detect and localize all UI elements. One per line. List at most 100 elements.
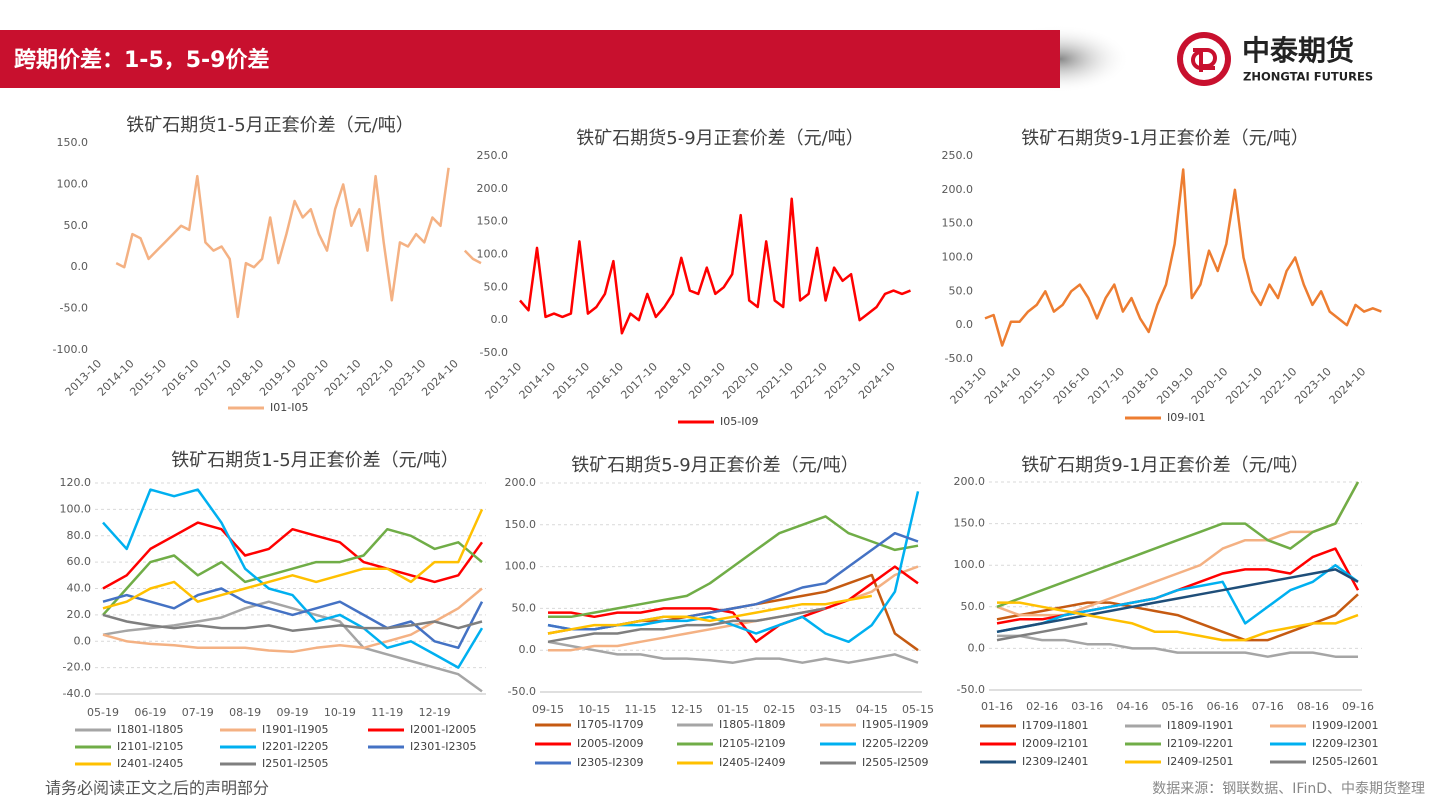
x-tick-label: 2024-10 bbox=[1327, 365, 1369, 407]
series-line bbox=[102, 508, 484, 610]
legend-label: I1909-I2001 bbox=[1312, 719, 1378, 732]
legend-label: I2301-I2305 bbox=[410, 740, 476, 753]
y-tick-label: 50.0 bbox=[512, 601, 537, 614]
legend-label: I1905-I1909 bbox=[862, 718, 928, 731]
series-line bbox=[996, 622, 1088, 642]
y-tick-label: 40.0 bbox=[67, 582, 92, 595]
y-tick-label: 0.0 bbox=[71, 260, 89, 273]
y-tick-label: 250.0 bbox=[477, 149, 509, 162]
x-tick-label: 2018-10 bbox=[652, 360, 694, 402]
data-source: 数据来源：钢联数据、IFinD、中泰期货整理 bbox=[1152, 780, 1425, 797]
x-tick-label: 2021-10 bbox=[1223, 365, 1265, 407]
series-line bbox=[997, 601, 1359, 642]
series-line bbox=[115, 167, 482, 319]
x-tick-label: 10-19 bbox=[324, 706, 356, 719]
y-tick-label: 120.0 bbox=[60, 476, 92, 489]
series-line bbox=[547, 594, 873, 635]
legend-label: I1801-I1805 bbox=[117, 723, 183, 736]
x-tick-label: 04-16 bbox=[1116, 700, 1148, 713]
y-tick-label: 80.0 bbox=[67, 529, 92, 542]
series-line bbox=[984, 168, 1382, 347]
x-tick-label: 01-15 bbox=[717, 703, 749, 716]
y-tick-label: 150.0 bbox=[942, 217, 974, 230]
legend-label: I2305-I2309 bbox=[577, 756, 643, 769]
x-tick-label: 2018-10 bbox=[1120, 365, 1162, 407]
x-tick-label: 2013-10 bbox=[948, 365, 990, 407]
series-line bbox=[547, 531, 919, 631]
x-tick-label: 10-15 bbox=[578, 703, 610, 716]
legend-label: I2401-I2405 bbox=[117, 757, 183, 770]
x-tick-label: 06-16 bbox=[1207, 700, 1239, 713]
x-tick-label: 02-16 bbox=[1026, 700, 1058, 713]
y-tick-label: 20.0 bbox=[67, 608, 92, 621]
y-tick-label: 100.0 bbox=[942, 251, 974, 264]
y-tick-label: -100.0 bbox=[53, 343, 88, 356]
legend-label: I2005-I2009 bbox=[577, 737, 643, 750]
y-tick-label: -50.0 bbox=[508, 685, 536, 698]
x-tick-label: 08-16 bbox=[1297, 700, 1329, 713]
legend-label: I2101-I2105 bbox=[117, 740, 183, 753]
x-tick-label: 09-15 bbox=[532, 703, 564, 716]
x-tick-label: 2019-10 bbox=[686, 360, 728, 402]
y-tick-label: 0.0 bbox=[968, 641, 986, 654]
y-tick-label: 0.0 bbox=[74, 634, 92, 647]
x-tick-label: 2019-10 bbox=[1154, 365, 1196, 407]
chart-title: 铁矿石期货9-1月正套价差（元/吨） bbox=[1021, 128, 1308, 149]
y-tick-label: 150.0 bbox=[505, 518, 537, 531]
y-tick-label: 250.0 bbox=[942, 149, 974, 162]
y-tick-label: 200.0 bbox=[477, 182, 509, 195]
x-tick-label: 2023-10 bbox=[1292, 365, 1334, 407]
logo-en: ZHONGTAI FUTURES bbox=[1243, 70, 1373, 84]
y-tick-label: 100.0 bbox=[505, 560, 537, 573]
y-tick-label: 150.0 bbox=[954, 517, 986, 530]
series-line bbox=[996, 568, 1359, 634]
x-tick-label: 09-19 bbox=[277, 706, 309, 719]
x-tick-label: 2020-10 bbox=[720, 360, 762, 402]
series-line bbox=[102, 587, 484, 650]
series-line bbox=[547, 640, 919, 664]
y-tick-label: -20.0 bbox=[63, 661, 91, 674]
series-line bbox=[996, 593, 1359, 642]
legend-label: I2001-I2005 bbox=[410, 723, 476, 736]
legend-label: I1809-I1901 bbox=[1167, 719, 1233, 732]
x-tick-label: 12-19 bbox=[419, 706, 451, 719]
slide-title: 跨期价差：1-5，5-9价差 bbox=[14, 47, 270, 73]
legend-label: I09-I01 bbox=[1167, 411, 1205, 424]
y-tick-label: 0.0 bbox=[491, 313, 509, 326]
legend-label: I2409-I2501 bbox=[1167, 755, 1233, 768]
y-tick-label: -50.0 bbox=[60, 302, 88, 315]
x-tick-label: 2016-10 bbox=[584, 360, 626, 402]
legend-label: I2309-I2401 bbox=[1022, 755, 1088, 768]
logo-cn: 中泰期货 bbox=[1242, 34, 1354, 67]
y-tick-label: 50.0 bbox=[961, 600, 986, 613]
x-tick-label: 06-19 bbox=[134, 706, 166, 719]
legend-label: I2201-I2205 bbox=[262, 740, 328, 753]
legend-label: I2505-I2601 bbox=[1312, 755, 1378, 768]
x-tick-label: 01-16 bbox=[981, 700, 1013, 713]
logo: 中泰期货 ZHONGTAI FUTURES bbox=[1177, 32, 1373, 86]
x-tick-label: 09-16 bbox=[1342, 700, 1374, 713]
y-tick-label: -50.0 bbox=[945, 352, 973, 365]
series-line bbox=[519, 197, 911, 335]
y-tick-label: 150.0 bbox=[57, 136, 89, 149]
x-tick-label: 04-15 bbox=[856, 703, 888, 716]
legend-label: I2505-I2509 bbox=[862, 756, 928, 769]
series-line bbox=[548, 515, 919, 619]
x-tick-label: 2022-10 bbox=[788, 360, 830, 402]
legend-label: I2105-I2109 bbox=[719, 737, 785, 750]
x-tick-label: 05-19 bbox=[87, 706, 119, 719]
x-tick-label: 2014-10 bbox=[517, 360, 559, 402]
x-tick-label: 2024-10 bbox=[856, 360, 898, 402]
legend-label: I1705-I1709 bbox=[577, 718, 643, 731]
disclaimer: 请务必阅读正文之后的声明部分 bbox=[45, 779, 269, 798]
series-line bbox=[102, 488, 484, 669]
x-tick-label: 2020-10 bbox=[1189, 365, 1231, 407]
legend-label: I1805-I1809 bbox=[719, 718, 785, 731]
x-tick-label: 2023-10 bbox=[822, 360, 864, 402]
legend-label: I1709-I1801 bbox=[1022, 719, 1088, 732]
y-tick-label: -50.0 bbox=[957, 683, 985, 696]
y-tick-label: 50.0 bbox=[949, 284, 974, 297]
legend-label: I2205-I2209 bbox=[862, 737, 928, 750]
legend-label: I2009-I2101 bbox=[1022, 737, 1088, 750]
